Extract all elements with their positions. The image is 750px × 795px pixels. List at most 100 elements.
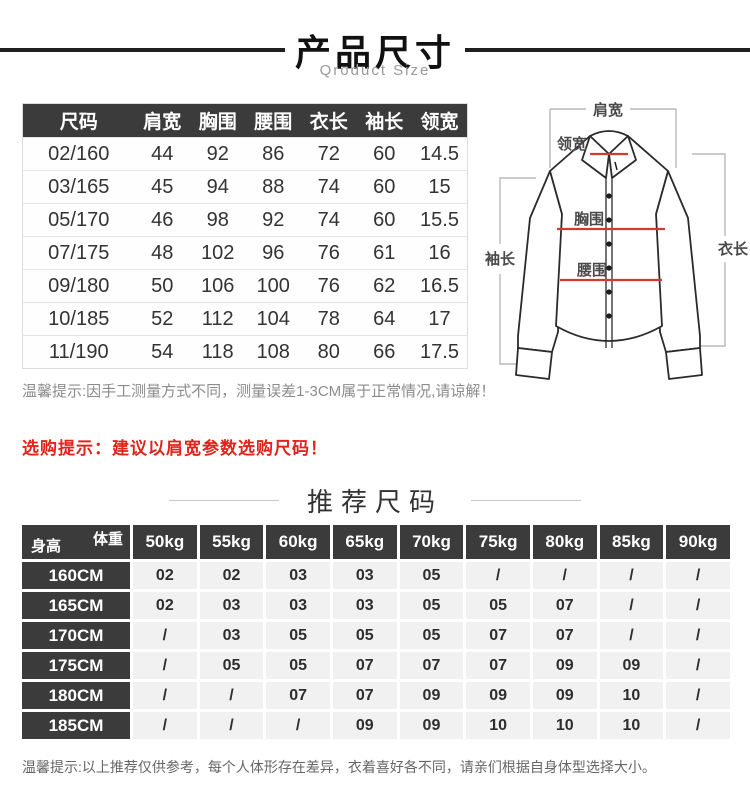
rec-table-row: 175CM/05 05 07 07 07 09 09/ [22,652,730,679]
rec-cell: / [466,562,530,589]
size-cell: 16.5 [412,269,468,303]
rec-cell: 03 [266,562,330,589]
rec-cell: 05 [266,652,330,679]
shirt-outline [515,130,703,380]
size-cell: 98 [190,203,246,237]
recommend-rule-right [471,500,581,501]
rec-cell: 07 [266,682,330,709]
size-cell: 61 [356,236,412,270]
measurement-brackets [499,108,726,365]
rec-table-row: 170CM/03 05 05 05 07 07// [22,622,730,649]
measure-tip-note: 温馨提示:因手工测量方式不同，测量误差1-3CM属于正常情况,请谅解！ [22,383,496,400]
rec-cell: 07 [332,682,397,709]
size-table-body: 02/160 44 92 86 72 60 14.5 03/165 45 94 88 74 60 15 05… [22,137,468,369]
size-cell: 74 [301,203,357,237]
size-cell: 78 [301,302,357,336]
size-cell: 15.5 [412,203,468,237]
size-cell: 03/165 [22,170,135,204]
recommend-rule-left [168,500,279,501]
rec-cell: 05 [332,622,397,649]
size-cell: 92 [190,137,246,171]
size-cell: 62 [356,269,412,303]
rec-cell: / [666,562,730,589]
size-cell: 64 [356,302,412,336]
size-cell: 118 [190,335,246,369]
rec-cell: / [199,712,264,739]
rec-cell: 03 [332,562,397,589]
shirt-buttons [606,161,618,319]
rec-cell: 07 [532,622,597,649]
size-cell: 60 [356,170,412,204]
label-body-length: 衣长 [718,240,748,258]
height-row-header: 165CM [22,592,130,619]
corner-header-cell: 体重 身高 [22,525,130,559]
rec-cell: / [133,622,197,649]
size-cell: 45 [134,170,190,204]
size-cell: 17 [412,302,468,336]
red-measure-lines [557,152,665,282]
rec-cell: / [199,682,264,709]
size-cell: 54 [134,335,190,369]
rec-table-body: 160CM 02 02 03 03 05// //165CM 02 03 03 03 05 05 07//… [22,562,730,739]
corner-weight-label: 体重 [92,531,123,548]
rec-cell: 05 [266,622,330,649]
rec-cell: 05 [466,592,530,619]
recommend-table: 体重 身高 50kg 55kg 60kg 65kg 70kg 75kg 80kg 85kg 90… [19,522,733,742]
height-row-header: 170CM [22,622,130,649]
size-cell: 10/185 [22,302,135,336]
rec-cell: 09 [532,682,597,709]
page-title: 产品尺寸 [295,32,456,73]
size-cell: 15 [412,170,468,204]
rec-cell: / [133,652,197,679]
rec-cell: 10 [466,712,530,739]
size-cell: 88 [245,170,301,204]
page-subtitle: Qroduct Size [319,62,431,79]
size-cell: 09/180 [22,269,135,303]
rec-cell: 07 [332,652,397,679]
rec-cell: / [599,592,664,619]
title-rule-left [0,48,285,52]
rec-cell: 07 [466,652,530,679]
size-column-header: 衣长 [301,103,357,138]
size-column-header: 腰围 [245,103,301,138]
rec-cell: / [532,562,597,589]
size-table-row: 03/165 45 94 88 74 60 15 [22,170,468,204]
label-waist: 腰围 [576,262,607,279]
size-cell: 05/170 [22,203,135,237]
rec-cell: 10 [599,712,664,739]
size-table-row: 05/170 46 98 92 74 60 15.5 [22,203,468,237]
weight-column-header: 80kg [532,525,597,559]
weight-column-header: 55kg [199,525,264,559]
rec-cell: 07 [399,652,464,679]
size-cell: 66 [356,335,412,369]
diagram-labels: 肩宽 领宽 胸围 腰围 袖长 衣长 [485,101,748,279]
rec-cell: 09 [466,682,530,709]
size-table-row: 02/160 44 92 86 72 60 14.5 [22,137,468,171]
size-cell: 52 [134,302,190,336]
recommend-title: 推荐尺码 [306,487,443,517]
size-cell: 74 [301,170,357,204]
size-cell: 14.5 [412,137,468,171]
rec-cell: 05 [199,652,264,679]
footer-note: 温馨提示:以上推荐仅供参考，每个人体形存在差异，衣着喜好各不同，请亲们根据自身体… [22,759,656,775]
label-collar-width: 领宽 [556,135,587,153]
height-row-header: 185CM [22,712,130,739]
rec-cell: / [666,652,730,679]
rec-cell: / [666,622,730,649]
rec-cell: 09 [399,682,464,709]
page-title-row: 产品尺寸 [0,24,750,76]
rec-cell: / [133,682,197,709]
weight-column-header: 75kg [466,525,530,559]
size-cell: 60 [356,137,412,171]
rec-cell: 07 [532,592,597,619]
size-cell: 16 [412,236,468,270]
size-table-row: 11/190 54 118 108 80 66 17.5 [22,335,468,369]
rec-table-row: 185CM / //09 09 10 10 10/ [22,712,730,739]
size-cell: 07/175 [22,236,135,270]
rec-cell: 10 [532,712,597,739]
size-cell: 46 [134,203,190,237]
rec-cell: 03 [266,592,330,619]
size-cell: 60 [356,203,412,237]
size-cell: 92 [245,203,301,237]
